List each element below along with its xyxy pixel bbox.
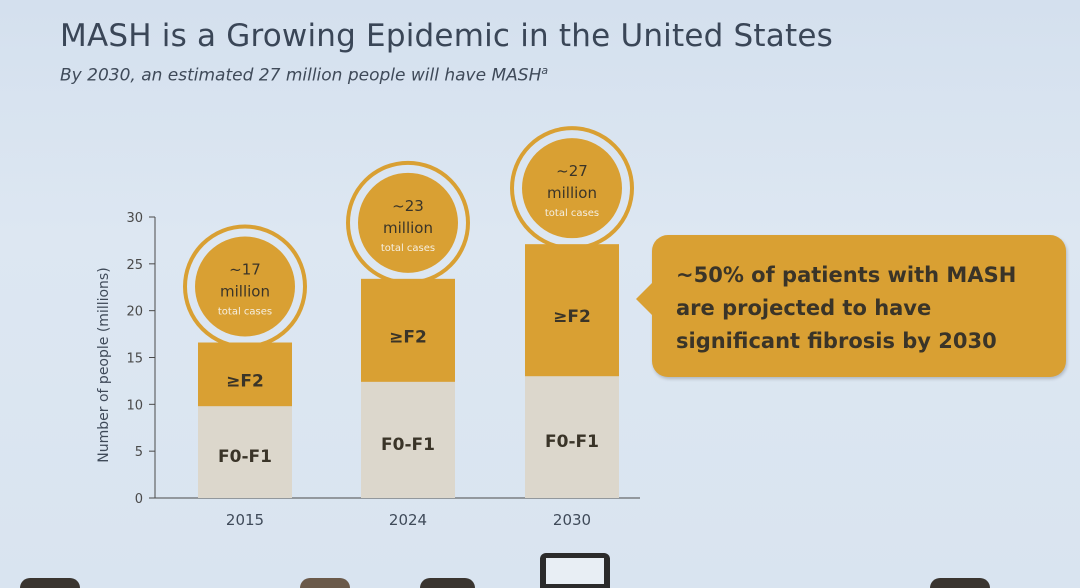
bar-segment-f0-f1 <box>525 376 619 498</box>
x-tick-label: 2015 <box>226 511 264 529</box>
slide-title: MASH is a Growing Epidemic in the United… <box>60 18 833 54</box>
total-unit-label: million <box>547 184 597 202</box>
callout-text: ~50% of patients with MASH are projected… <box>676 263 1017 353</box>
subtitle-footnote: a <box>541 64 549 77</box>
bar-segment-f2-plus <box>198 342 292 407</box>
total-badge-ring <box>510 126 634 251</box>
total-value-label: ~17 <box>229 261 261 279</box>
y-tick-label: 15 <box>126 352 143 367</box>
audience-head-right <box>930 578 990 588</box>
bar-segment-label: F0-F1 <box>218 447 272 467</box>
audience-head-mid <box>300 578 350 588</box>
total-badge <box>522 138 622 239</box>
bar-segment-label: F0-F1 <box>381 435 435 455</box>
y-axis-title: Number of people (millions) <box>96 267 112 462</box>
audience-phone <box>540 553 610 588</box>
y-tick-label: 30 <box>126 211 143 226</box>
total-badge-ring <box>183 224 307 349</box>
bar-segment-f2-plus <box>361 278 455 382</box>
total-unit-label: million <box>383 219 433 237</box>
y-tick-label: 25 <box>126 258 143 273</box>
y-tick-label: 10 <box>126 398 143 413</box>
y-tick-label: 5 <box>135 445 143 460</box>
total-badge <box>358 172 458 273</box>
total-note-label: total cases <box>218 307 272 318</box>
bar-segment-label: ≥F2 <box>553 307 591 327</box>
y-tick-label: 20 <box>126 305 143 320</box>
y-tick-label: 0 <box>135 492 143 507</box>
callout-box: ~50% of patients with MASH are projected… <box>636 235 1066 377</box>
x-tick-label: 2030 <box>553 511 591 529</box>
total-note-label: total cases <box>545 208 599 219</box>
subtitle-text: By 2030, an estimated 27 million people … <box>60 65 542 86</box>
bar-segment-f0-f1 <box>361 381 455 498</box>
slide-subtitle: By 2030, an estimated 27 million people … <box>60 64 548 86</box>
bar-segment-label: ≥F2 <box>389 327 427 347</box>
total-note-label: total cases <box>381 243 435 254</box>
total-value-label: ~27 <box>556 162 588 180</box>
total-badge <box>195 236 295 337</box>
total-value-label: ~23 <box>392 197 424 215</box>
bar-segment-label: ≥F2 <box>226 371 264 391</box>
total-unit-label: million <box>220 283 270 301</box>
total-badge-ring <box>346 160 470 285</box>
audience-head-center <box>420 578 475 588</box>
x-tick-label: 2024 <box>389 511 427 529</box>
bar-segment-f0-f1 <box>198 406 292 498</box>
bar-segment-f2-plus <box>525 244 619 377</box>
audience-head-left <box>20 578 80 588</box>
phone-screen <box>546 558 604 584</box>
bar-segment-label: F0-F1 <box>545 432 599 452</box>
